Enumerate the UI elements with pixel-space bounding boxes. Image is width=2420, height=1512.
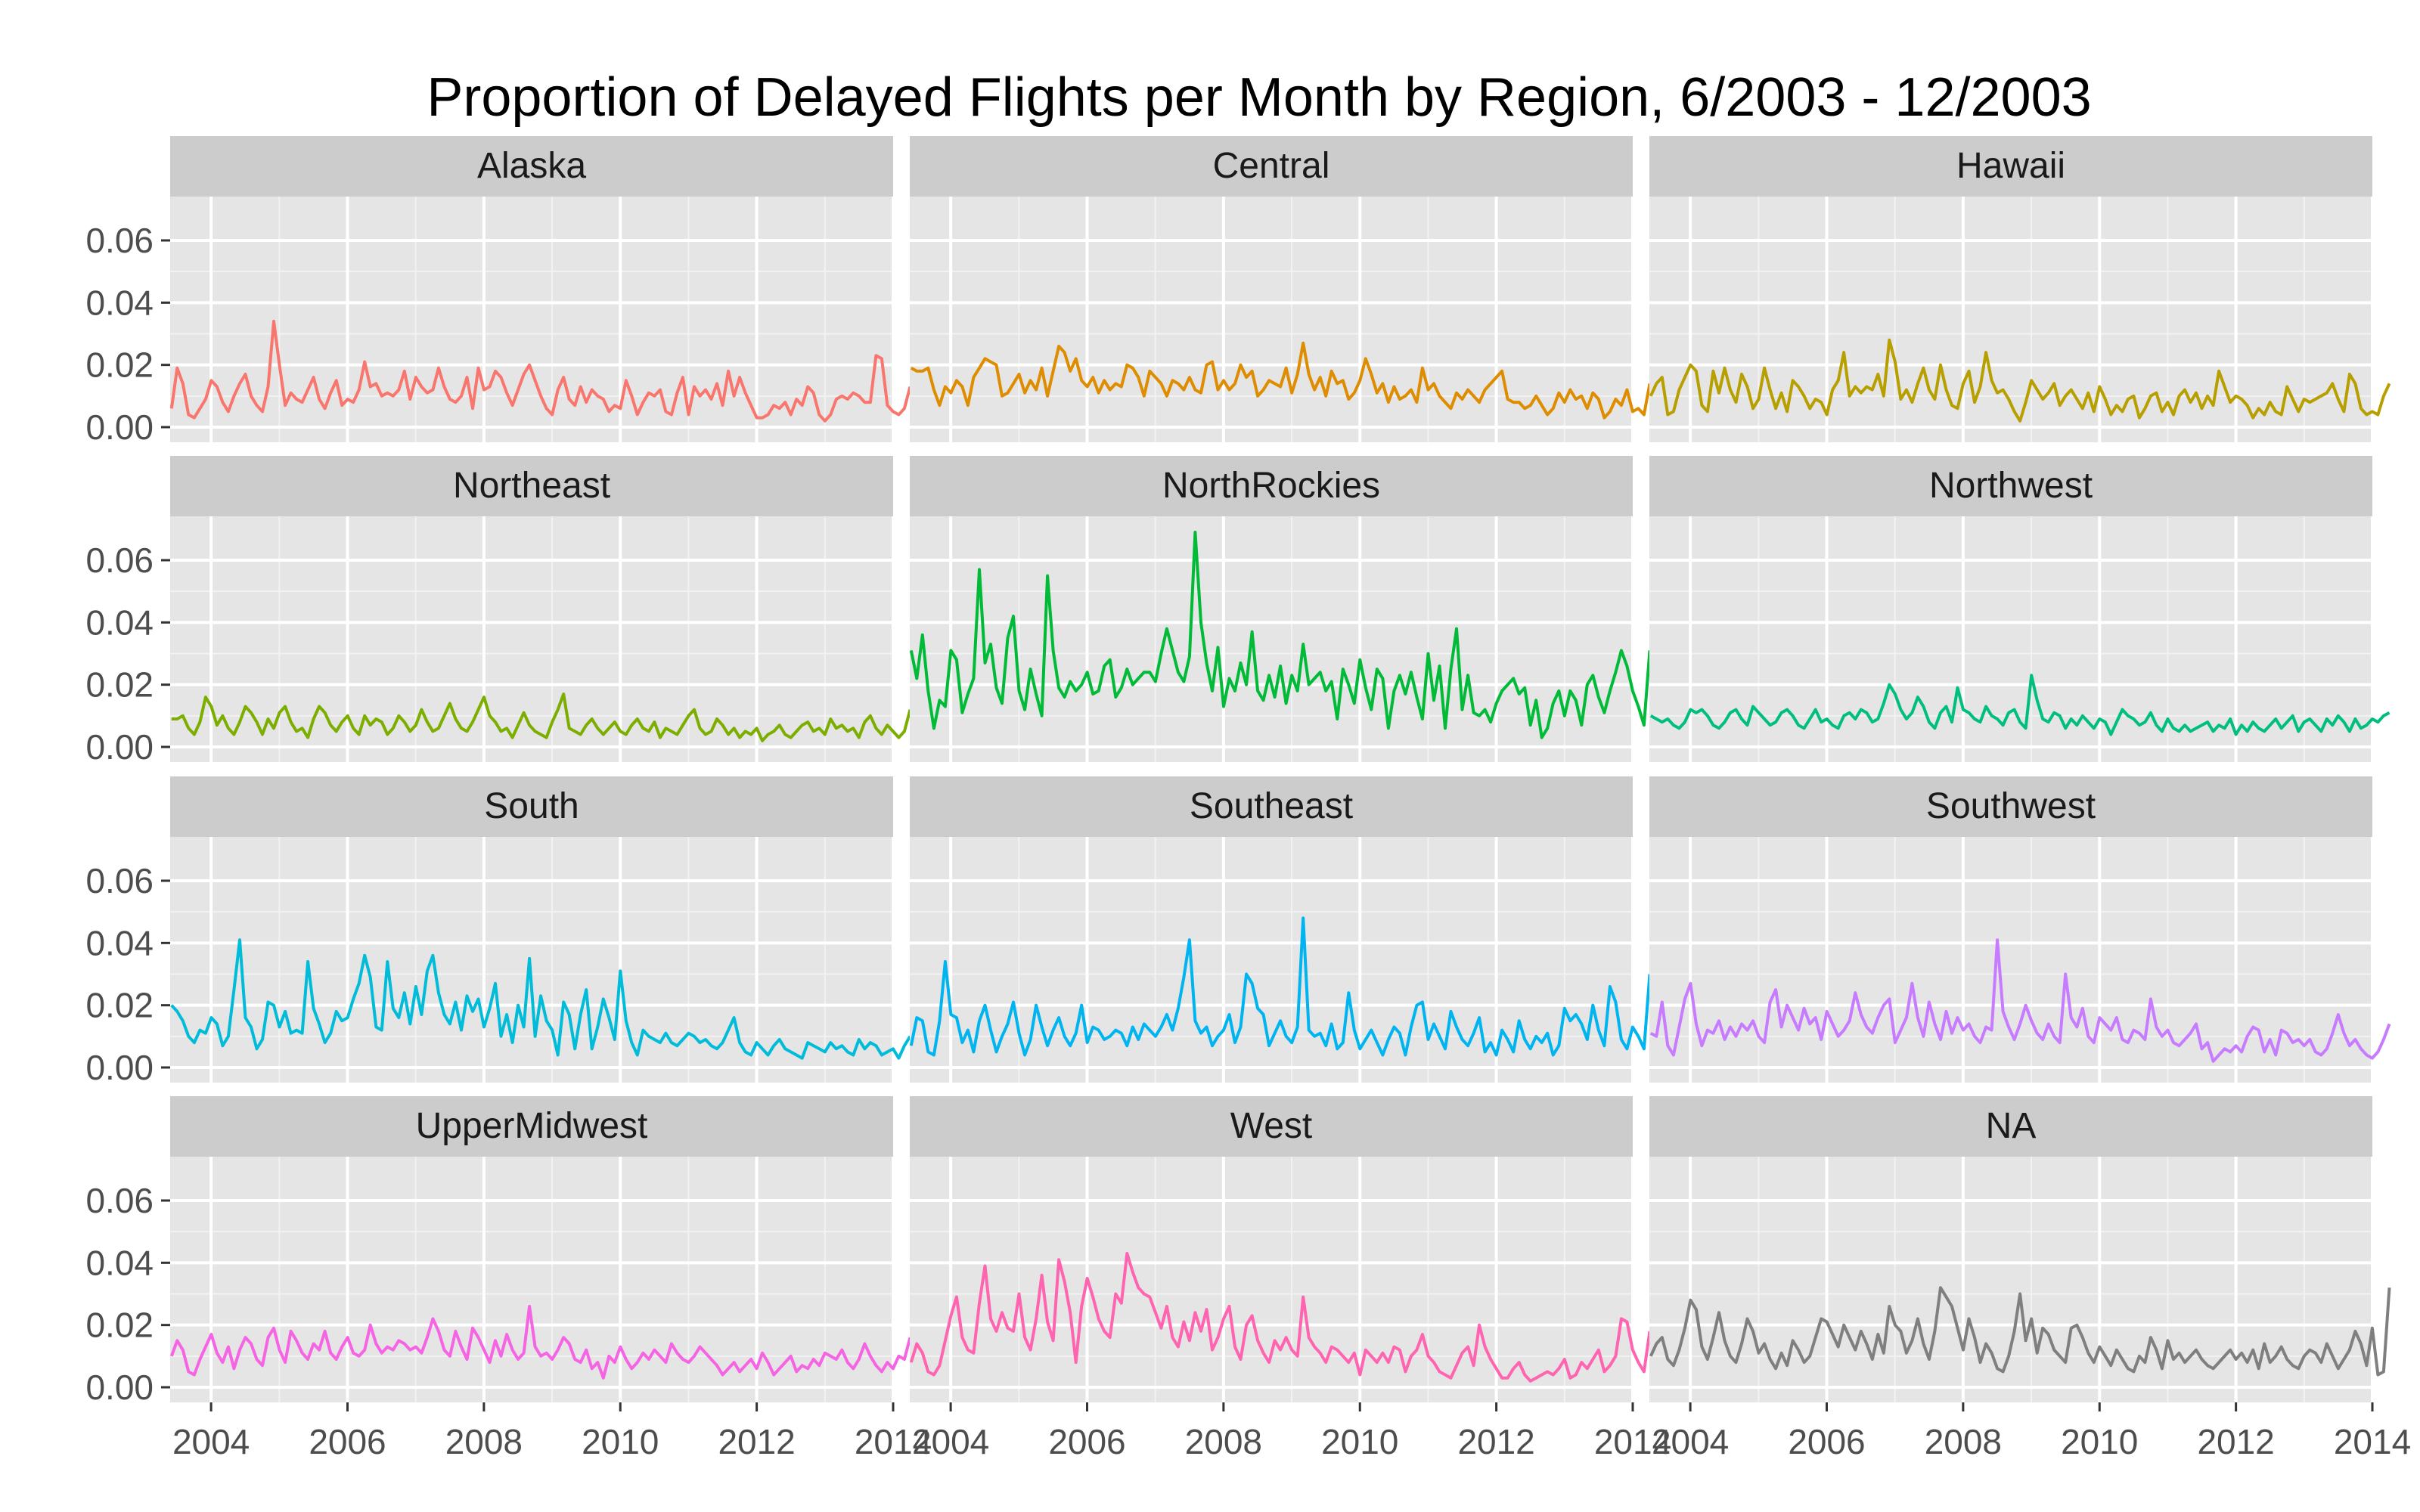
x-tick-label: 2006: [1788, 1422, 1865, 1461]
series-line-central: [910, 341, 1652, 420]
facet-label: Southwest: [1926, 786, 2096, 826]
facet-south: South 0.00 0.02 0.04 0.06: [85, 776, 912, 1087]
y-tick-label: 0.00: [85, 1368, 154, 1407]
plot-background: [910, 1157, 1633, 1402]
facet-northwest: Northwest: [1649, 456, 2391, 762]
facet-west: West 2004 2006 2008 2010 2012 2014: [909, 1096, 1671, 1461]
facet-label: South: [484, 786, 579, 826]
series-line-southwest: [1649, 938, 2391, 1063]
series-line-south: [170, 938, 912, 1060]
facet-label: Central: [1213, 146, 1330, 186]
facet-strip: [170, 1096, 893, 1157]
series-line-na: [1649, 1286, 2391, 1377]
facet-strip: [910, 1096, 1633, 1157]
x-tick-label: 2004: [912, 1422, 989, 1461]
x-tick-label: 2010: [2061, 1422, 2138, 1461]
series-line-southeast: [909, 916, 1652, 1057]
facet-label: West: [1230, 1106, 1312, 1146]
x-tick-label: 2014: [1594, 1422, 1671, 1461]
y-tick-label: 0.02: [85, 1306, 154, 1345]
facet-strip: [910, 136, 1633, 197]
facet-strip: [170, 136, 893, 197]
plot-background: [170, 197, 893, 442]
facet-strip: [1649, 136, 2372, 197]
plot-background: [170, 1157, 893, 1402]
x-tick-label: 2006: [309, 1422, 386, 1461]
series-line-uppermidwest: [169, 1305, 912, 1380]
facet-strip: [170, 456, 893, 516]
x-tick-label: 2008: [445, 1422, 523, 1461]
facet-strip: [910, 776, 1633, 837]
facet-strip: [1649, 456, 2372, 516]
x-tick-label: 2010: [1321, 1422, 1398, 1461]
y-tick-label: 0.06: [85, 861, 154, 900]
y-tick-label: 0.02: [85, 665, 154, 705]
series-line-northrockies: [909, 531, 1652, 739]
facet-southwest: Southwest: [1649, 776, 2391, 1083]
y-tick-label: 0.06: [85, 1181, 154, 1220]
facet-alaska: Alaska 0.00 0.02 0.04 0.06: [85, 136, 912, 447]
x-tick-label: 2014: [855, 1422, 932, 1461]
facet-label: Southeast: [1190, 786, 1353, 826]
plot-background: [1649, 837, 2372, 1083]
y-tick-label: 0.02: [85, 345, 154, 385]
facet-label: UpperMidwest: [416, 1106, 648, 1146]
facet-northeast: Northeast 0.00 0.02 0.04 0.06: [85, 456, 912, 767]
y-tick-label: 0.00: [85, 727, 154, 767]
facet-hawaii: Hawaii: [1649, 136, 2391, 442]
x-tick-label: 2008: [1925, 1422, 2002, 1461]
series-line-northwest: [1649, 674, 2391, 736]
x-tick-label: 2010: [582, 1422, 659, 1461]
facet-panels: Alaska 0.00 0.02 0.04 0.06 Central Hawaii North…: [85, 136, 2411, 1461]
x-tick-label: 2004: [1652, 1422, 1729, 1461]
x-tick-label: 2006: [1048, 1422, 1125, 1461]
facet-uppermidwest: UpperMidwest 0.00 0.02 0.04 0.06 2004 2006 2008…: [85, 1096, 932, 1461]
facet-label: NorthRockies: [1162, 466, 1380, 506]
facet-label: Hawaii: [1956, 146, 2065, 186]
facet-strip: [1649, 776, 2372, 837]
facet-label: Alaska: [477, 146, 586, 186]
y-tick-label: 0.06: [85, 221, 154, 260]
y-tick-label: 0.02: [85, 986, 154, 1025]
plot-background: [910, 516, 1633, 762]
series-line-west: [909, 1252, 1652, 1383]
facet-strip: [170, 776, 893, 837]
x-tick-label: 2012: [1457, 1422, 1534, 1461]
x-tick-label: 2014: [2334, 1422, 2411, 1461]
facet-label: NA: [1986, 1106, 2037, 1146]
facet-central: Central: [910, 136, 1652, 442]
y-tick-label: 0.04: [85, 283, 154, 322]
facet-label: Northeast: [453, 466, 610, 506]
facet-southeast: Southeast: [909, 776, 1652, 1083]
facet-northrockies: NorthRockies: [909, 456, 1652, 762]
facet-strip: [1649, 1096, 2372, 1157]
series-line-northeast: [171, 692, 912, 742]
y-tick-label: 0.00: [85, 1048, 154, 1087]
x-tick-label: 2012: [2197, 1422, 2274, 1461]
facet-na: NA 2004 2006 2008 2010 2012 2014: [1649, 1096, 2411, 1461]
x-tick-label: 2004: [172, 1422, 250, 1461]
y-tick-label: 0.00: [85, 407, 154, 447]
y-tick-label: 0.04: [85, 1243, 154, 1282]
y-tick-label: 0.06: [85, 541, 154, 580]
facet-label: Northwest: [1929, 466, 2093, 506]
series-line-alaska: [169, 320, 912, 423]
x-tick-label: 2012: [718, 1422, 795, 1461]
facet-strip: [910, 456, 1633, 516]
chart-title: Proportion of Delayed Flights per Month …: [427, 67, 2091, 128]
plot-background: [170, 837, 893, 1083]
series-line-hawaii: [1649, 338, 2391, 423]
y-tick-label: 0.04: [85, 603, 154, 642]
x-tick-label: 2008: [1185, 1422, 1262, 1461]
y-tick-label: 0.04: [85, 923, 154, 962]
